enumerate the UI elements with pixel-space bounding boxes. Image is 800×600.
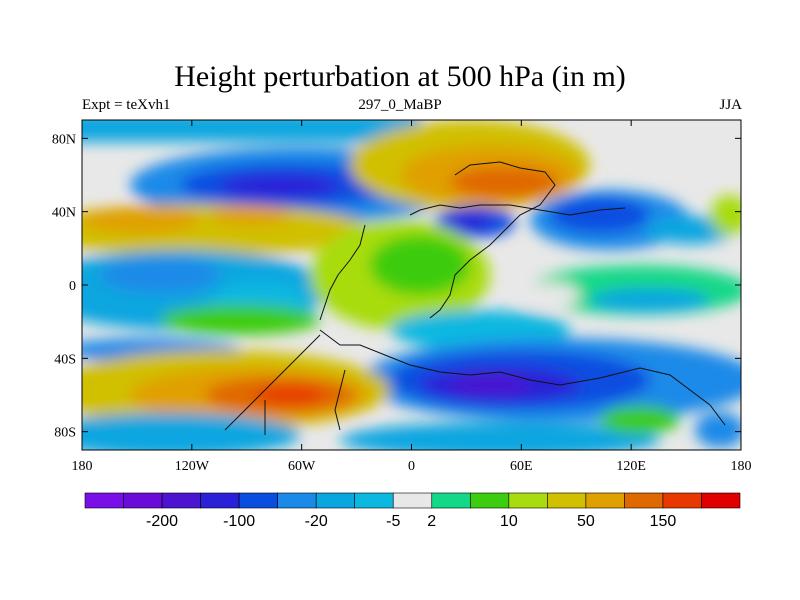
colorbar-label: -200 xyxy=(146,513,178,530)
colorbar-label: -100 xyxy=(223,513,255,530)
colorbar-swatch xyxy=(392,492,433,509)
experiment-label: Expt = teXvh1 xyxy=(82,97,171,113)
colorbar-swatch xyxy=(701,492,741,509)
colorbar-label: 2 xyxy=(427,513,436,530)
colorbar-swatch xyxy=(547,492,587,509)
colorbar-label: 150 xyxy=(650,513,677,530)
longitude-axis: 180 120W 60W 0 60E 120E 180 xyxy=(72,120,752,474)
colorbar-swatch xyxy=(123,492,163,509)
lat-tick-label: 0 xyxy=(69,279,76,294)
colorbar-swatch xyxy=(315,492,356,509)
colorbar-labels: -200 -100 -20 -5 2 10 50 150 xyxy=(146,513,676,530)
plot-title: Height perturbation at 500 hPa (in m) xyxy=(174,60,626,93)
lon-tick-label: 120W xyxy=(175,459,210,474)
lon-tick-label: 180 xyxy=(731,459,752,474)
lat-tick-label: 80S xyxy=(54,426,76,441)
colorbar-swatch xyxy=(277,492,317,509)
height-field xyxy=(82,120,741,450)
colorbar-swatch xyxy=(585,492,625,509)
colorbar-swatch xyxy=(200,492,240,509)
colorbar-swatch xyxy=(238,492,278,509)
season-label: JJA xyxy=(719,97,742,113)
colorbar-swatch xyxy=(161,492,201,509)
lat-tick-label: 40S xyxy=(54,352,76,367)
lat-tick-label: 40N xyxy=(52,206,76,221)
colorbar-swatch xyxy=(354,492,394,509)
colorbar-label: 50 xyxy=(577,513,595,530)
lon-tick-label: 0 xyxy=(408,459,415,474)
colorbar-label: -5 xyxy=(386,513,400,530)
colorbar-swatch xyxy=(84,492,124,509)
colorbar-label: -20 xyxy=(305,513,328,530)
period-label: 297_0_MaBP xyxy=(358,97,442,113)
lon-tick-label: 180 xyxy=(72,459,93,474)
latitude-axis: 80N 40N 0 40S 80S xyxy=(52,132,741,441)
lon-tick-label: 60E xyxy=(510,459,533,474)
lat-tick-label: 80N xyxy=(52,132,76,147)
colorbar-swatch xyxy=(624,492,664,509)
lon-tick-label: 60W xyxy=(288,459,316,474)
colorbar-label: 10 xyxy=(500,513,518,530)
colorbar-swatch xyxy=(508,492,548,509)
lon-tick-label: 120E xyxy=(616,459,646,474)
colorbar xyxy=(84,492,741,509)
colorbar-swatch xyxy=(469,492,510,509)
colorbar-swatch xyxy=(662,492,702,509)
colorbar-swatch xyxy=(431,492,471,509)
